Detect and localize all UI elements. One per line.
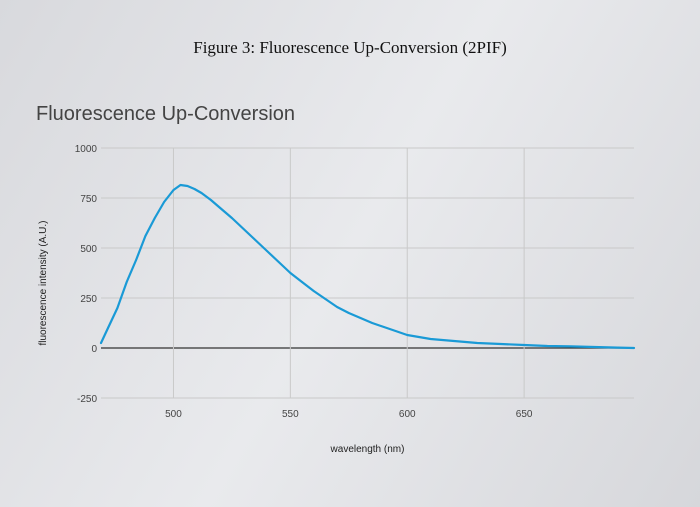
data-point	[125, 281, 128, 283]
data-point	[371, 322, 374, 324]
data-point	[347, 312, 350, 314]
data-point	[418, 336, 420, 338]
data-point	[266, 250, 268, 252]
y-tick-label: 250	[80, 294, 97, 305]
x-tick-label: 550	[282, 409, 299, 420]
data-point	[193, 188, 196, 190]
chart-title: Fluorescence Up-Conversion	[36, 103, 296, 125]
data-point	[172, 189, 175, 191]
data-point	[277, 261, 280, 263]
data-point	[499, 343, 502, 345]
x-tick-label: 500	[165, 409, 182, 420]
x-tick-label: 600	[399, 409, 416, 420]
data-point	[209, 199, 212, 201]
y-tick-label: 500	[80, 244, 97, 255]
data-point	[100, 342, 102, 344]
data-point	[336, 306, 339, 308]
data-point	[359, 317, 362, 319]
x-tick-label: 650	[516, 409, 533, 420]
data-point	[289, 272, 292, 274]
data-point	[107, 327, 109, 329]
data-point	[476, 342, 479, 344]
data-point	[242, 228, 245, 230]
data-point	[144, 235, 147, 237]
data-point	[382, 326, 385, 328]
data-point	[312, 290, 315, 292]
data-point	[394, 330, 397, 332]
data-point	[453, 340, 455, 342]
series-line	[99, 183, 636, 350]
data-point	[231, 217, 233, 219]
data-point	[523, 344, 526, 346]
x-axis-title: wavelength (nm)	[330, 444, 405, 455]
figure-caption: Figure 3: Fluorescence Up-Conversion (2P…	[193, 38, 507, 57]
y-tick-label: 0	[91, 344, 97, 355]
tick-labels: 1000 750 500 250 0 -250 500 550 600 650	[75, 144, 533, 420]
data-point	[135, 259, 137, 261]
data-point	[116, 307, 119, 309]
data-point	[324, 298, 327, 300]
data-point	[254, 239, 257, 241]
y-tick-label: -250	[77, 394, 97, 405]
y-tick-label: 750	[80, 194, 97, 205]
data-point	[301, 281, 303, 283]
data-point	[200, 192, 203, 194]
data-point	[406, 334, 409, 336]
data-point	[569, 345, 572, 348]
data-point	[186, 185, 189, 187]
data-point	[153, 217, 156, 219]
y-axis-title: fluorescence intensity (A.U.)	[38, 220, 49, 345]
data-point	[616, 346, 619, 349]
data-point	[163, 201, 166, 203]
series	[99, 183, 636, 350]
data-point	[593, 346, 596, 348]
data-point	[633, 347, 635, 349]
data-point	[219, 207, 222, 209]
data-point	[179, 184, 182, 186]
y-tick-label: 1000	[75, 144, 98, 155]
data-point	[546, 345, 549, 347]
data-point	[429, 338, 432, 340]
